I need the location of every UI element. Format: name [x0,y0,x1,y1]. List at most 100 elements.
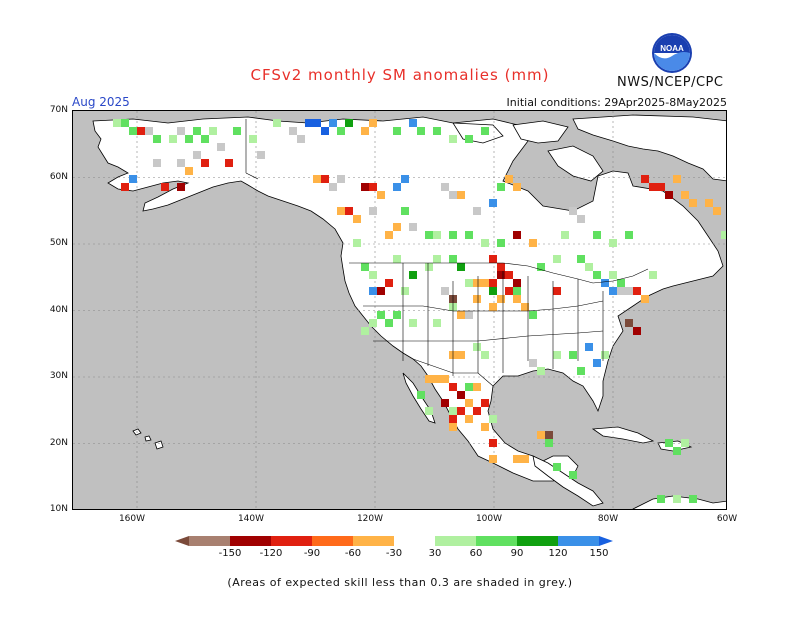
anomaly-cell [449,191,457,199]
anomaly-cell [401,287,409,295]
lon-label: 60W [716,514,738,524]
anomaly-cell [473,383,481,391]
anomaly-cell [585,343,593,351]
anomaly-cell [345,207,353,215]
anomaly-cell [313,119,321,127]
anomaly-cell [577,367,585,375]
anomaly-cell [489,455,497,463]
anomaly-cell [185,167,193,175]
anomaly-cell [537,367,545,375]
anomaly-cell [441,399,449,407]
anomaly-cell [577,255,585,263]
anomaly-cell [521,303,529,311]
lat-label: 40N [49,304,68,315]
anomaly-cell [609,287,617,295]
anomaly-cell [385,279,393,287]
anomaly-cell [217,143,225,151]
anomaly-cell [513,183,521,191]
anomaly-cell [609,239,617,247]
anomaly-cell [433,231,441,239]
anomaly-cell [681,191,689,199]
anomaly-cell [225,159,233,167]
lon-label: 160W [118,514,146,524]
anomaly-cell [673,175,681,183]
anomaly-cell [321,127,329,135]
anomaly-cell [577,215,585,223]
anomaly-map [73,111,726,509]
anomaly-cell [369,319,377,327]
colorbar-segment [353,536,394,546]
map-panel [72,110,727,510]
anomaly-cell [489,439,497,447]
anomaly-cell [361,263,369,271]
anomaly-cell [377,287,385,295]
anomaly-cell [665,439,673,447]
anomaly-cell [521,455,529,463]
anomaly-cell [449,231,457,239]
colorbar-tick-label: -30 [385,548,403,559]
anomaly-cell [385,319,393,327]
anomaly-cell [529,311,537,319]
anomaly-cell [369,271,377,279]
colorbar-tick-label: -120 [259,548,283,559]
anomaly-cell [257,151,265,159]
colorbar-segment [476,536,517,546]
anomaly-cell [393,223,401,231]
anomaly-cell [409,119,417,127]
anomaly-cell [449,415,457,423]
anomaly-cell [441,287,449,295]
anomaly-cell [553,255,561,263]
colorbar-tick-label: -60 [344,548,362,559]
anomaly-cell [713,207,721,215]
anomaly-cell [457,311,465,319]
lon-label: 80W [597,514,619,524]
anomaly-cell [393,127,401,135]
political-borders [245,119,649,387]
anomaly-cell [545,439,553,447]
anomaly-cell [481,423,489,431]
anomaly-cell [313,175,321,183]
colorbar-segment [312,536,353,546]
anomaly-cell [633,327,641,335]
anomaly-cell [489,255,497,263]
baffin-island [547,145,604,182]
anomaly-cell [409,223,417,231]
anomaly-cell [457,391,465,399]
anomaly-cell [497,263,505,271]
anomaly-cell [417,391,425,399]
anomaly-cell [561,231,569,239]
land-masses [92,114,726,509]
anomaly-cell [513,455,521,463]
anomaly-cell [361,183,369,191]
lat-label: 60N [49,171,68,182]
colorbar-segment [271,536,312,546]
anomaly-cell [329,183,337,191]
anomaly-cell [489,287,497,295]
colorbar-tick-label: 30 [428,548,442,559]
anomaly-cell [481,399,489,407]
lat-label: 50N [49,238,68,248]
colorbar-segment [394,536,435,546]
anomaly-cell [441,183,449,191]
anomaly-cell [481,239,489,247]
anomaly-cell [369,207,377,215]
anomaly-cell [657,183,665,191]
anomaly-cell [449,407,457,415]
greenland [572,114,726,182]
anomaly-cell [569,471,577,479]
anomaly-cell [497,183,505,191]
lat-label: 10N [49,504,68,514]
lon-label: 100W [475,514,503,524]
anomaly-cell [321,175,329,183]
anomaly-cells [113,119,726,503]
anomaly-cell [417,127,425,135]
anomaly-cell [393,311,401,319]
anomaly-cell [329,119,337,127]
anomaly-cell [705,199,713,207]
anomaly-cell [369,183,377,191]
anomaly-cell [465,231,473,239]
colorbar-legend: -150 -120 -90 -60 -30 30 60 90 120 150 [175,536,627,562]
anomaly-cell [617,279,625,287]
anomaly-cell [129,127,137,135]
anomaly-cell [489,303,497,311]
